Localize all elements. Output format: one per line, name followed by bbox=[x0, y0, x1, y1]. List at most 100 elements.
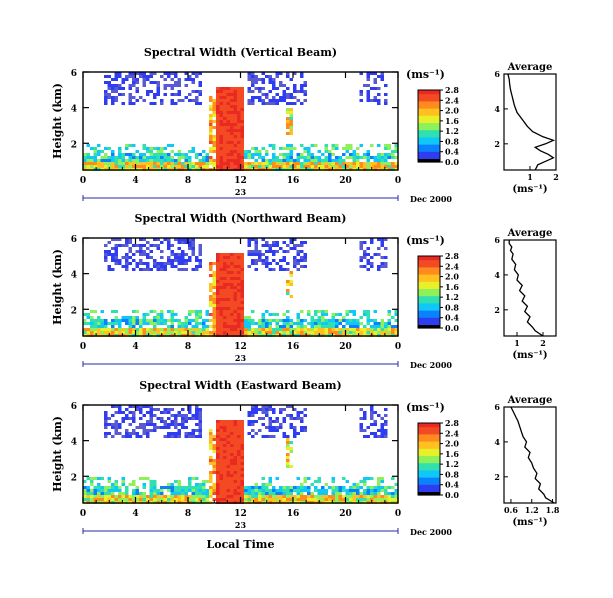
heatmap-cell bbox=[191, 99, 195, 102]
heatmap-cell bbox=[219, 307, 223, 310]
heatmap-cell bbox=[314, 162, 318, 165]
heatmap-cell bbox=[331, 313, 335, 316]
heatmap-cell bbox=[377, 238, 381, 241]
heatmap-cell bbox=[349, 492, 353, 495]
heatmap-cell bbox=[216, 132, 220, 135]
heatmap-cell bbox=[202, 498, 206, 501]
heatmap-cell bbox=[177, 429, 181, 432]
heatmap-cell bbox=[223, 123, 227, 126]
heatmap-cell bbox=[198, 411, 202, 414]
heatmap-cell bbox=[128, 102, 132, 105]
heatmap-cell bbox=[258, 250, 262, 253]
heatmap-cell bbox=[377, 489, 381, 492]
heatmap-cell bbox=[230, 420, 234, 423]
y-axis-label: Height (km) bbox=[51, 416, 64, 492]
heatmap-cell bbox=[223, 292, 227, 295]
heatmap-cell bbox=[135, 81, 139, 84]
heatmap-cell bbox=[104, 486, 108, 489]
heatmap-cell bbox=[114, 247, 118, 250]
heatmap-cells bbox=[83, 72, 398, 171]
heatmap-cell bbox=[209, 132, 213, 135]
heatmap-cell bbox=[370, 417, 374, 420]
heatmap-cell bbox=[118, 328, 122, 331]
heatmap-cell bbox=[373, 99, 377, 102]
panel-title: Spectral Width (Eastward Beam) bbox=[139, 379, 341, 392]
heatmap-cell bbox=[167, 408, 171, 411]
heatmap-cell bbox=[125, 435, 129, 438]
heatmap-cell bbox=[314, 144, 318, 147]
colorbar-swatch bbox=[418, 268, 440, 271]
heatmap-cell bbox=[209, 265, 213, 268]
heatmap-cell bbox=[195, 310, 199, 313]
heatmap-cell bbox=[191, 429, 195, 432]
heatmap-cell bbox=[146, 256, 150, 259]
heatmap-cell bbox=[114, 432, 118, 435]
heatmap-cell bbox=[230, 120, 234, 123]
heatmap-cell bbox=[107, 480, 111, 483]
colorbar-swatch bbox=[418, 284, 440, 288]
heatmap-cell bbox=[366, 310, 370, 313]
heatmap-cell bbox=[286, 495, 290, 498]
heatmap-cell bbox=[310, 498, 314, 501]
heatmap-cell bbox=[303, 147, 307, 150]
heatmap-cell bbox=[296, 477, 300, 480]
heatmap-cell bbox=[202, 156, 206, 159]
heatmap-cell bbox=[230, 453, 234, 456]
heatmap-cell bbox=[317, 325, 321, 328]
colorbar-swatch bbox=[418, 484, 440, 487]
heatmap-cell bbox=[219, 498, 223, 501]
heatmap-cell bbox=[377, 144, 381, 147]
heatmap-cell bbox=[188, 322, 192, 325]
colorbar-swatch bbox=[418, 156, 440, 159]
heatmap-cell bbox=[314, 486, 318, 489]
heatmap-cell bbox=[174, 313, 178, 316]
heatmap-cell bbox=[303, 99, 307, 102]
colorbar-swatch bbox=[418, 126, 440, 129]
heatmap-cell bbox=[352, 313, 356, 316]
heatmap-cell bbox=[230, 480, 234, 483]
colorbar-swatch bbox=[418, 455, 440, 458]
colorbar-swatch bbox=[418, 158, 440, 161]
heatmap-cell bbox=[146, 498, 150, 501]
heatmap-cell bbox=[244, 153, 248, 156]
heatmap-cell bbox=[384, 84, 388, 87]
colorbar-tick-label: 2.4 bbox=[445, 428, 459, 438]
heatmap-cell bbox=[384, 262, 388, 265]
heatmap-cell bbox=[107, 489, 111, 492]
heatmap-cell bbox=[289, 129, 293, 132]
heatmap-cell bbox=[223, 429, 227, 432]
heatmap-cell bbox=[282, 319, 286, 322]
heatmap-cell bbox=[331, 328, 335, 331]
average-title: Average bbox=[507, 395, 553, 406]
heatmap-cell bbox=[233, 108, 237, 111]
heatmap-cell bbox=[289, 114, 293, 117]
heatmap-cell bbox=[394, 319, 398, 322]
heatmap-cell bbox=[223, 96, 227, 99]
heatmap-cell bbox=[149, 328, 153, 331]
colorbar-swatch bbox=[418, 286, 440, 289]
heatmap-cell bbox=[384, 99, 388, 102]
heatmap-cell bbox=[373, 331, 377, 334]
heatmap-cell bbox=[86, 498, 90, 501]
colorbar-tick-label: 0.4 bbox=[445, 147, 459, 157]
heatmap-cell bbox=[223, 438, 227, 441]
heatmap-cell bbox=[153, 498, 157, 501]
heatmap-cell bbox=[303, 259, 307, 262]
heatmap-cell bbox=[184, 331, 188, 334]
heatmap-cell bbox=[296, 253, 300, 256]
heatmap-cell bbox=[240, 426, 244, 429]
heatmap-cell bbox=[377, 102, 381, 105]
heatmap-cell bbox=[328, 319, 332, 322]
heatmap-cell bbox=[247, 331, 251, 334]
heatmap-cell bbox=[384, 435, 388, 438]
heatmap-cell bbox=[132, 411, 136, 414]
heatmap-cell bbox=[86, 328, 90, 331]
heatmap-cell bbox=[167, 432, 171, 435]
heatmap-cell bbox=[286, 283, 290, 286]
heatmap-cell bbox=[237, 283, 241, 286]
heatmap-cell bbox=[111, 426, 115, 429]
heatmap-cell bbox=[139, 259, 143, 262]
heatmap-cell bbox=[163, 411, 167, 414]
heatmap-cell bbox=[160, 268, 164, 271]
heatmap-cell bbox=[149, 480, 153, 483]
